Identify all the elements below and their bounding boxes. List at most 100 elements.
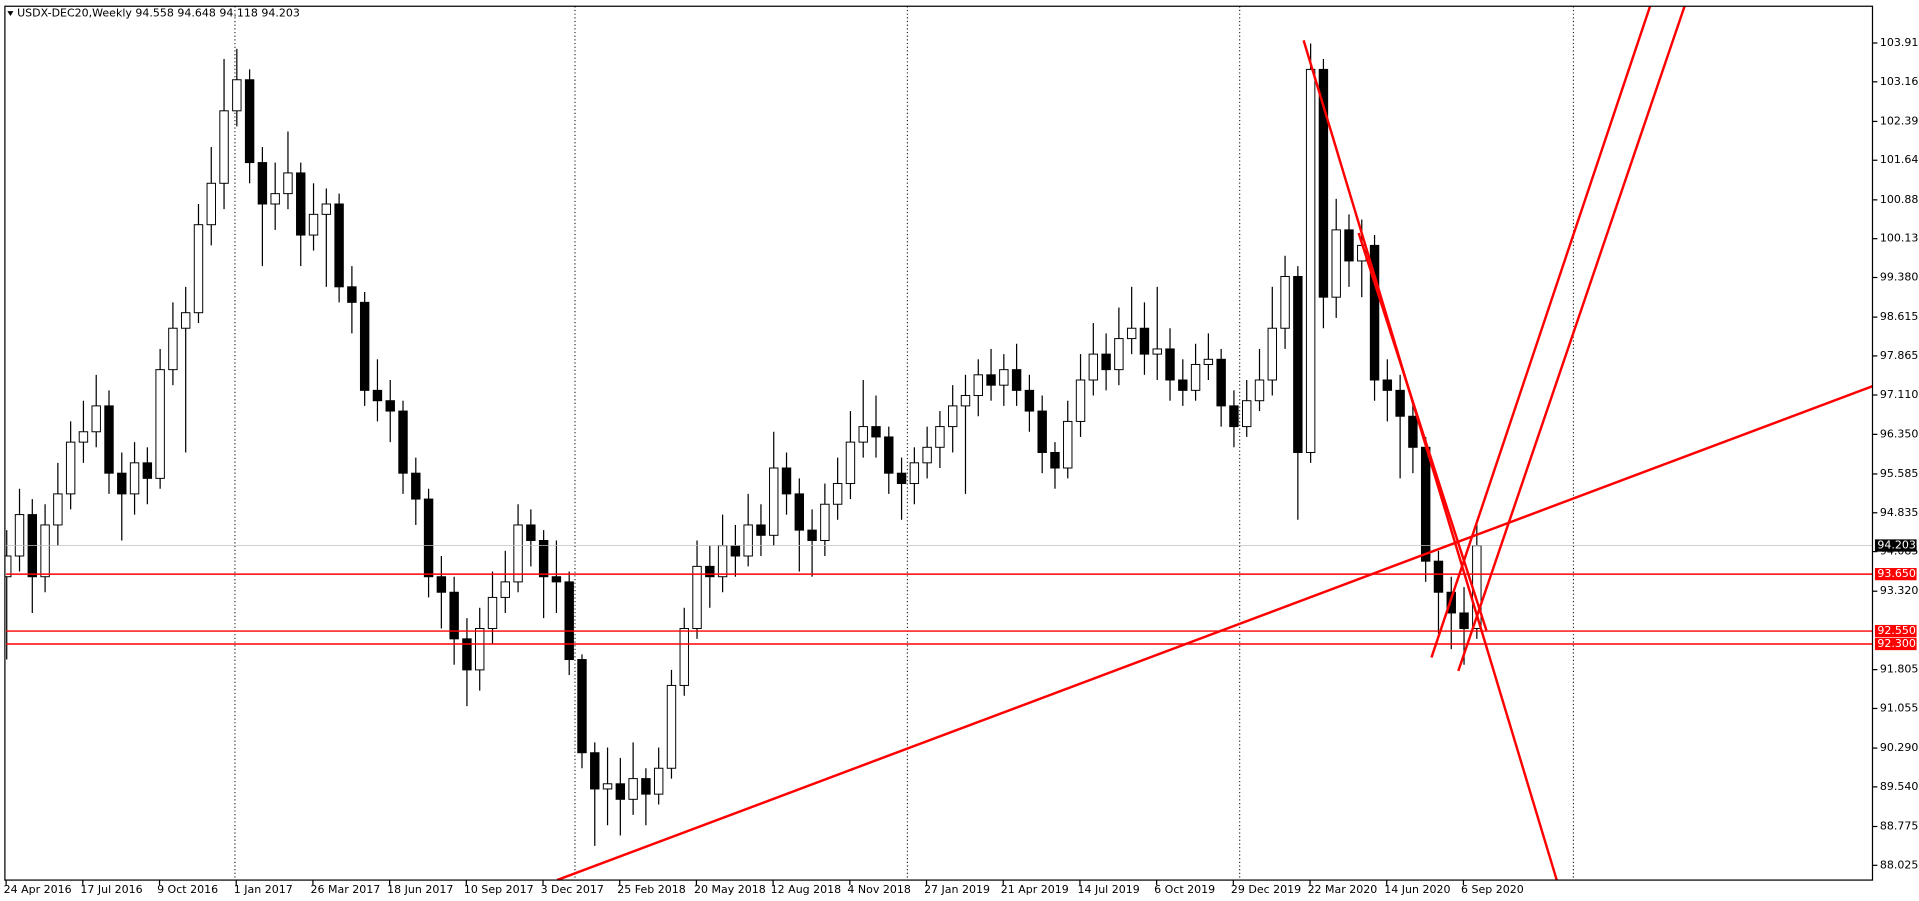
- chart-title: USDX-DEC20,Weekly 94.558 94.648 94.118 9…: [17, 7, 300, 20]
- candle-body: [40, 524, 50, 578]
- candle-body: [641, 778, 651, 795]
- x-tick-label: 29 Dec 2019: [1231, 883, 1301, 896]
- x-tick-label: 6 Sep 2020: [1461, 883, 1524, 896]
- candle-body: [884, 436, 894, 474]
- plot-frame: [4, 5, 1874, 881]
- candle-body: [692, 565, 702, 629]
- candle-body: [142, 462, 153, 479]
- candle-body: [794, 493, 805, 531]
- candle-body: [1037, 410, 1047, 453]
- candle-body: [1254, 379, 1265, 402]
- candle-body: [449, 591, 459, 640]
- candle-body: [334, 203, 344, 288]
- candle-body: [1190, 363, 1201, 391]
- y-tick-label: 91.805: [1880, 663, 1918, 676]
- price-label: 93.650: [1877, 567, 1916, 580]
- y-tick-label: 96.350: [1880, 427, 1918, 440]
- y-tick-label: 103.160: [1880, 75, 1919, 88]
- x-tick-label: 3 Dec 2017: [541, 883, 604, 896]
- x-tick-label: 22 Mar 2020: [1308, 883, 1378, 896]
- candle-body: [193, 224, 204, 314]
- price-box: [1874, 637, 1917, 651]
- x-tick-label: 27 Jan 2019: [924, 883, 990, 896]
- price-label: 92.300: [1877, 637, 1916, 650]
- candle-body: [117, 472, 127, 495]
- candle-body: [1216, 358, 1226, 407]
- candle-body: [960, 395, 971, 407]
- candle-body: [1344, 229, 1354, 262]
- x-tick-label: 10 Sep 2017: [464, 883, 534, 896]
- candle-body: [1280, 275, 1290, 329]
- candle-body: [769, 467, 779, 536]
- candle-body: [999, 369, 1009, 386]
- y-tick-label: 91.055: [1880, 701, 1918, 714]
- x-tick-label: 20 May 2018: [694, 883, 766, 896]
- candle-body: [756, 524, 766, 536]
- candle-body: [538, 539, 549, 578]
- candle-body: [65, 441, 76, 495]
- candle-body: [462, 638, 472, 671]
- candle-body: [283, 172, 293, 195]
- candle-body: [475, 627, 485, 671]
- candle-body: [666, 684, 677, 769]
- candle-body: [1408, 415, 1418, 448]
- candle-body: [1011, 369, 1022, 391]
- candle-body: [820, 503, 830, 541]
- candle-body: [1267, 327, 1277, 381]
- candle-body: [1242, 400, 1252, 428]
- candle-body: [922, 446, 932, 464]
- y-tick-label: 88.775: [1880, 819, 1918, 832]
- y-tick-label: 98.615: [1880, 310, 1918, 323]
- x-tick-label: 6 Oct 2019: [1154, 883, 1215, 896]
- candle-body: [973, 374, 983, 397]
- candle-body: [347, 286, 357, 303]
- price-label: 94.203: [1877, 539, 1916, 552]
- candle-body: [1050, 451, 1060, 469]
- candle-body: [232, 79, 242, 112]
- trend-line: [1457, 6, 1686, 672]
- candle-body: [219, 110, 229, 184]
- candle-body: [896, 472, 907, 485]
- candle-body: [564, 581, 574, 661]
- candle-body: [53, 493, 63, 526]
- menu-arrow[interactable]: [7, 11, 14, 17]
- candle-body: [180, 312, 191, 329]
- candle-body: [653, 767, 664, 795]
- candle-body: [257, 162, 268, 205]
- candle-body: [1305, 68, 1316, 453]
- y-tick-label: 93.320: [1880, 584, 1918, 597]
- candle-body: [1063, 420, 1073, 469]
- trend-line: [1430, 6, 1652, 658]
- candle-body: [244, 79, 255, 164]
- price-box: [1874, 539, 1917, 552]
- candle-body: [359, 301, 370, 391]
- candle-body: [615, 783, 626, 800]
- candle-body: [1459, 612, 1469, 629]
- candle-body: [104, 405, 114, 474]
- x-tick-label: 17 Jul 2016: [80, 883, 142, 896]
- x-tick-label: 24 Apr 2016: [4, 883, 72, 896]
- candle-body: [1395, 389, 1405, 417]
- axis-layer: 103.910 103.160 102.395 101.645 100.880 100.1…: [4, 36, 1919, 896]
- candle-body: [423, 498, 434, 578]
- candle-body: [321, 203, 332, 215]
- x-tick-label: 4 Nov 2018: [847, 883, 910, 896]
- candle-body: [206, 182, 216, 226]
- candle-body: [602, 783, 613, 790]
- candle-body: [513, 524, 523, 583]
- candle-body: [807, 529, 817, 541]
- x-tick-label: 26 Mar 2017: [310, 883, 380, 896]
- candle-body: [487, 596, 498, 629]
- price-box: [1874, 624, 1917, 638]
- y-tick-label: 97.865: [1880, 349, 1918, 362]
- y-tick-label: 100.880: [1880, 193, 1919, 206]
- candle-body: [500, 581, 510, 598]
- candle-body: [1139, 327, 1150, 355]
- candle-body: [1126, 327, 1137, 340]
- candle-body: [871, 426, 881, 438]
- x-tick-label: 14 Jul 2019: [1077, 883, 1139, 896]
- y-tick-label: 100.130: [1880, 232, 1919, 245]
- x-tick-label: 12 Aug 2018: [771, 883, 841, 896]
- candle-body: [1382, 379, 1393, 391]
